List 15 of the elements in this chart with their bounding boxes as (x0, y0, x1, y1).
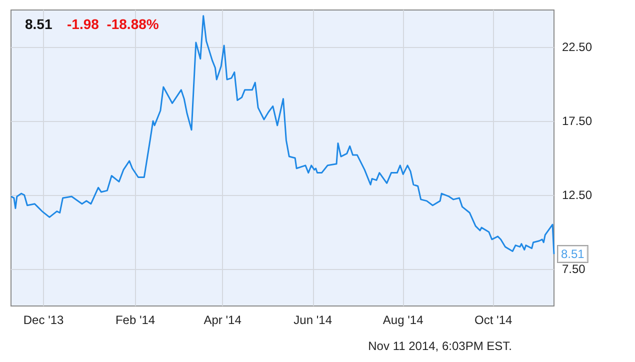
x-tick-label: Feb '14 (115, 313, 156, 327)
text: Nov 11 2014, 6:03PM EST. (368, 339, 512, 353)
y-tick-label: 17.50 (562, 114, 592, 128)
x-tick-label: Aug '14 (382, 313, 424, 327)
x-tick-label: Jun '14 (294, 313, 332, 327)
x-tick-label: Dec '13 (23, 313, 64, 327)
x-tick-label: Apr '14 (204, 313, 242, 327)
chart-title: 8.51 (25, 16, 52, 32)
y-tick-label: 7.50 (562, 262, 586, 276)
y-tick-label: 12.50 (562, 188, 592, 202)
y-tick-label: 22.50 (562, 40, 592, 54)
x-tick-label: Oct '14 (474, 313, 512, 327)
line-series (10, 15, 555, 255)
chart-subtitle: -1.98 -18.88% (67, 16, 160, 32)
annotation: 8.51 (561, 247, 585, 262)
